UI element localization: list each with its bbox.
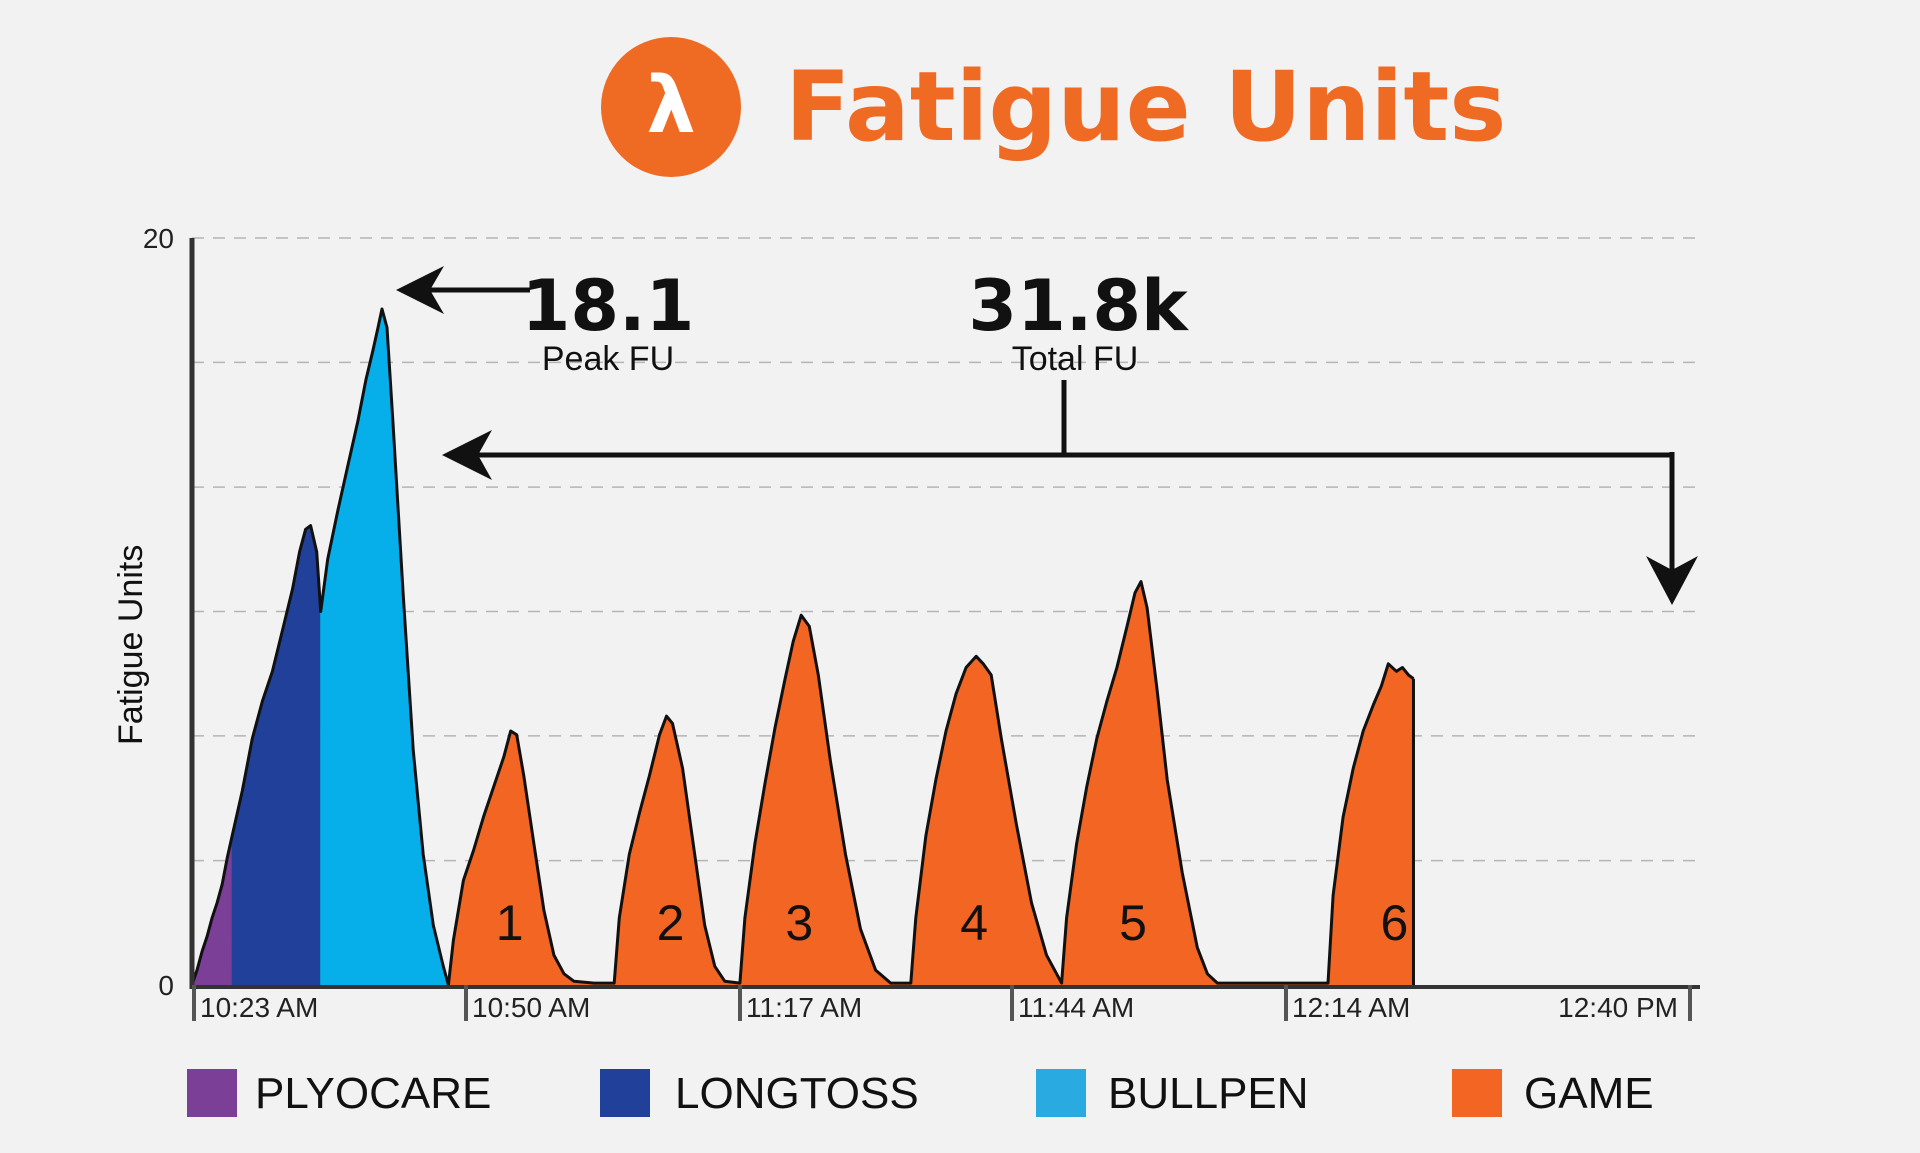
area-game bbox=[739, 614, 912, 986]
legend: PLYOCARE LONGTOSS BULLPEN GAME bbox=[187, 1069, 1654, 1118]
legend-label-longtoss: LONGTOSS bbox=[675, 1069, 919, 1118]
axes bbox=[189, 238, 1700, 989]
area-longtoss bbox=[231, 524, 322, 986]
x-tick-label: 12:14 AM bbox=[1292, 992, 1410, 1023]
total-left-arrow-icon bbox=[442, 430, 492, 480]
game-number-label: 6 bbox=[1380, 895, 1408, 951]
game-number-label: 1 bbox=[496, 895, 524, 951]
game-number-labels: 1 2 3 4 5 6 bbox=[496, 895, 1409, 951]
header: λ Fatigue Units bbox=[601, 37, 1506, 177]
y-axis-ticks: 0 20 bbox=[143, 223, 174, 1001]
x-tick-label: 12:40 PM bbox=[1558, 992, 1678, 1023]
legend-swatch-game bbox=[1452, 1069, 1502, 1117]
chart-title: Fatigue Units bbox=[785, 51, 1506, 163]
x-tick-label: 11:17 AM bbox=[746, 992, 862, 1023]
peak-value: 18.1 bbox=[522, 265, 695, 347]
area-game bbox=[447, 730, 615, 986]
game-number-label: 4 bbox=[960, 895, 988, 951]
x-axis-ticks: 10:23 AM 10:50 AM 11:17 AM 11:44 AM 12:14 AM… bbox=[192, 985, 1692, 1023]
plot-outline bbox=[190, 307, 1415, 987]
peak-arrow-head-icon bbox=[396, 266, 444, 314]
x-tick-label: 10:23 AM bbox=[200, 992, 318, 1023]
game-number-label: 5 bbox=[1119, 895, 1147, 951]
legend-swatch-longtoss bbox=[600, 1069, 650, 1117]
y-tick-label: 20 bbox=[143, 223, 174, 254]
game-number-label: 2 bbox=[657, 895, 685, 951]
lambda-glyph: λ bbox=[646, 61, 695, 151]
y-tick-label: 0 bbox=[158, 970, 174, 1001]
y-axis-title: Fatigue Units bbox=[112, 545, 150, 745]
x-tick-label: 11:44 AM bbox=[1018, 992, 1134, 1023]
legend-swatch-bullpen bbox=[1036, 1069, 1086, 1117]
lambda-logo-icon bbox=[601, 37, 741, 177]
total-value: 31.8k bbox=[968, 265, 1189, 347]
total-annotation: 31.8k Total FU bbox=[442, 265, 1698, 605]
curve-outline bbox=[190, 307, 1415, 987]
peak-annotation: 18.1 Peak FU bbox=[396, 265, 694, 378]
legend-label-plyocare: PLYOCARE bbox=[255, 1069, 491, 1118]
plot-areas bbox=[191, 308, 1415, 986]
legend-label-bullpen: BULLPEN bbox=[1108, 1069, 1309, 1118]
game-number-label: 3 bbox=[785, 895, 813, 951]
total-label: Total FU bbox=[1012, 340, 1139, 378]
area-bullpen bbox=[320, 308, 450, 986]
legend-label-game: GAME bbox=[1524, 1069, 1654, 1118]
area-game bbox=[1061, 580, 1329, 986]
legend-swatch-plyocare bbox=[187, 1069, 237, 1117]
peak-label: Peak FU bbox=[542, 340, 674, 378]
total-down-arrow-icon bbox=[1646, 556, 1698, 605]
x-tick-label: 10:50 AM bbox=[472, 992, 590, 1023]
